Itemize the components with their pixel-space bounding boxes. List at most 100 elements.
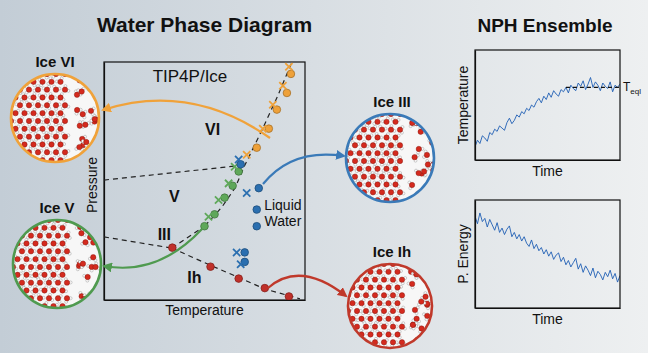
inset	[343, 259, 435, 349]
point	[253, 222, 261, 230]
annotation-line: Water	[264, 213, 301, 229]
inset-background	[346, 114, 434, 202]
oxygen	[381, 277, 386, 282]
oxygen	[381, 340, 386, 345]
oxygen	[49, 79, 54, 84]
bond	[92, 293, 95, 296]
oxygen	[24, 303, 29, 308]
hydrogen	[418, 341, 421, 344]
y-axis-title: Pressure	[84, 157, 100, 213]
hydrogen	[20, 157, 23, 160]
bond	[28, 220, 31, 222]
hydrogen	[351, 125, 354, 128]
hydrogen	[91, 145, 94, 148]
oxygen	[386, 332, 391, 337]
hydrogen	[13, 222, 16, 225]
hydrogen	[31, 74, 34, 77]
hydrogen	[429, 197, 432, 200]
oxygen	[49, 110, 54, 115]
oxygen	[60, 288, 65, 293]
inset-label: Ice III	[373, 93, 411, 110]
oxygen	[95, 233, 100, 238]
bond	[343, 192, 346, 193]
oxygen	[92, 76, 97, 81]
oxygen	[79, 89, 84, 94]
oxygen	[354, 261, 359, 266]
oxygen	[55, 296, 60, 301]
bond	[372, 262, 375, 264]
oxygen	[83, 240, 88, 245]
hydrogen	[418, 196, 421, 199]
bond	[346, 177, 348, 180]
hydrogen	[358, 265, 361, 268]
oxygen	[372, 293, 377, 298]
bond	[417, 340, 420, 343]
oxygen	[386, 269, 391, 274]
oxygen	[55, 233, 60, 238]
oxygen	[62, 150, 67, 155]
oxygen	[15, 225, 20, 230]
bond	[350, 332, 353, 335]
bond	[409, 199, 412, 201]
oxygen	[423, 294, 428, 299]
bond	[425, 124, 428, 126]
oxygen	[55, 264, 60, 269]
bond	[421, 199, 424, 201]
hydrogen	[378, 202, 381, 205]
region-label: III	[158, 226, 171, 243]
point	[253, 206, 261, 214]
series-line	[104, 165, 245, 180]
oxygen	[53, 103, 58, 108]
oxygen	[74, 92, 79, 97]
point-cross	[279, 82, 286, 89]
oxygen	[388, 127, 393, 132]
oxygen	[40, 142, 45, 147]
oxygen	[377, 316, 382, 321]
bond	[31, 220, 34, 222]
hydrogen	[348, 133, 351, 136]
hydrogen	[12, 288, 15, 291]
oxygen	[415, 198, 420, 203]
hydrogen	[12, 304, 15, 307]
plot-area	[104, 62, 300, 300]
bond	[400, 261, 402, 264]
oxygen	[22, 95, 27, 100]
oxygen	[28, 264, 33, 269]
oxygen	[26, 103, 31, 108]
oxygen	[379, 158, 384, 163]
bond	[19, 149, 21, 153]
oxygen	[359, 316, 364, 321]
oxygen	[384, 135, 389, 140]
oxygen	[361, 174, 366, 179]
bond	[14, 82, 16, 85]
bond	[8, 105, 11, 106]
inset-background	[11, 74, 99, 162]
oxygen	[28, 233, 33, 238]
hydrogen	[6, 105, 9, 108]
oxygen	[83, 122, 88, 127]
bond	[358, 271, 361, 272]
bond	[348, 122, 351, 124]
bond	[36, 219, 40, 220]
oxygen	[85, 274, 90, 279]
bond	[19, 234, 22, 236]
oxygen	[397, 127, 402, 132]
hydrogen	[341, 192, 344, 195]
bond	[18, 228, 21, 229]
oxygen	[15, 303, 20, 308]
hydrogen	[27, 221, 30, 224]
bond	[353, 127, 355, 130]
oxygen	[379, 143, 384, 148]
hydrogen	[357, 195, 360, 198]
oxygen	[28, 217, 33, 222]
oxygen	[348, 119, 353, 124]
hydrogen	[429, 271, 432, 274]
inset	[8, 215, 105, 311]
bond	[15, 228, 17, 231]
bond	[349, 184, 351, 188]
point-cross	[233, 249, 240, 256]
oxygen	[393, 182, 398, 187]
point-cross	[285, 63, 292, 70]
oxygen	[363, 293, 368, 298]
hydrogen	[95, 231, 98, 234]
